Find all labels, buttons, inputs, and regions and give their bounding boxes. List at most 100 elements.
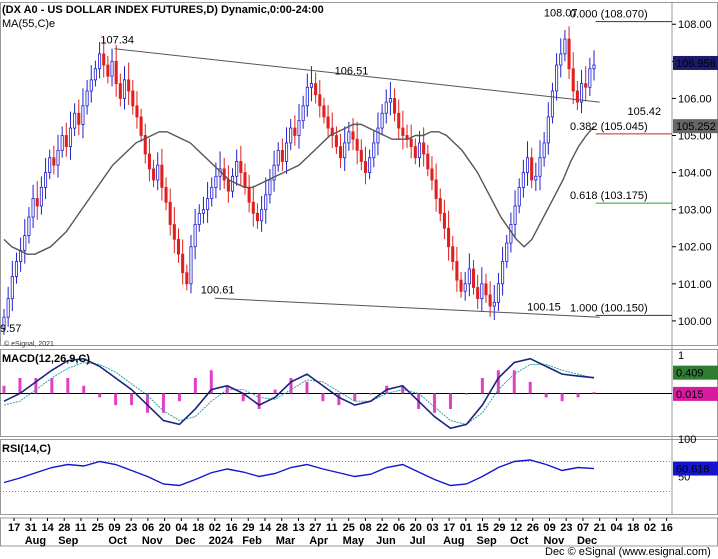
candle[interactable] xyxy=(480,283,484,300)
candle[interactable] xyxy=(214,175,218,188)
candle[interactable] xyxy=(27,216,31,237)
candle[interactable] xyxy=(376,127,380,144)
candle[interactable] xyxy=(326,116,330,129)
candle[interactable] xyxy=(505,242,509,262)
candle[interactable] xyxy=(289,127,293,144)
trend-line[interactable] xyxy=(214,297,600,318)
candle[interactable] xyxy=(538,157,542,177)
candle[interactable] xyxy=(592,64,596,70)
candle[interactable] xyxy=(492,301,496,307)
candle[interactable] xyxy=(14,261,18,277)
candle[interactable] xyxy=(114,60,118,84)
candle[interactable] xyxy=(567,38,571,70)
candle[interactable] xyxy=(172,224,176,240)
candle[interactable] xyxy=(471,268,476,288)
candle[interactable] xyxy=(206,198,210,211)
candle[interactable] xyxy=(118,83,122,99)
candle[interactable] xyxy=(397,112,401,129)
candle[interactable] xyxy=(363,161,368,173)
candle[interactable] xyxy=(451,246,455,262)
candle[interactable] xyxy=(255,212,259,222)
candle[interactable] xyxy=(484,283,488,296)
candle[interactable] xyxy=(160,164,164,188)
candle[interactable] xyxy=(343,142,347,159)
candle[interactable] xyxy=(393,98,397,114)
candle[interactable] xyxy=(285,142,289,162)
macd-panel[interactable] xyxy=(0,357,672,430)
candle[interactable] xyxy=(106,64,110,77)
candle[interactable] xyxy=(272,164,276,181)
candle[interactable] xyxy=(355,138,359,151)
candle[interactable] xyxy=(68,127,73,148)
candle[interactable] xyxy=(56,149,60,166)
candle[interactable] xyxy=(48,157,52,173)
candle[interactable] xyxy=(384,101,388,114)
candle[interactable] xyxy=(301,105,305,122)
candle[interactable] xyxy=(81,105,85,125)
candle[interactable] xyxy=(102,53,106,66)
candle[interactable] xyxy=(401,127,405,136)
candle[interactable] xyxy=(73,112,77,129)
candle[interactable] xyxy=(85,90,89,107)
candle[interactable] xyxy=(463,283,467,292)
candle[interactable] xyxy=(193,224,197,248)
candle[interactable] xyxy=(139,116,143,136)
candle[interactable] xyxy=(334,135,338,148)
candle[interactable] xyxy=(563,38,567,55)
candle[interactable] xyxy=(127,79,131,92)
candle[interactable] xyxy=(31,198,35,218)
candle[interactable] xyxy=(309,83,313,88)
candle[interactable] xyxy=(93,68,97,81)
candle[interactable] xyxy=(77,112,81,125)
candle[interactable] xyxy=(98,53,102,70)
candle[interactable] xyxy=(293,127,297,136)
candle[interactable] xyxy=(89,79,93,92)
candle[interactable] xyxy=(64,135,68,148)
candle[interactable] xyxy=(247,187,251,203)
candle[interactable] xyxy=(280,149,284,162)
candle[interactable] xyxy=(368,157,372,173)
candle[interactable] xyxy=(143,135,147,155)
candle[interactable] xyxy=(413,146,417,159)
candle[interactable] xyxy=(525,157,530,173)
rsi-panel[interactable] xyxy=(0,459,672,492)
candle[interactable] xyxy=(534,175,538,181)
candle[interactable] xyxy=(496,283,500,303)
candle[interactable] xyxy=(305,86,309,107)
candle[interactable] xyxy=(239,161,243,173)
candle[interactable] xyxy=(580,83,584,103)
candle[interactable] xyxy=(243,172,247,188)
candle[interactable] xyxy=(417,142,422,159)
candle[interactable] xyxy=(542,142,546,159)
candle[interactable] xyxy=(380,112,384,129)
candle[interactable] xyxy=(409,138,413,148)
candle[interactable] xyxy=(459,279,463,292)
candle[interactable] xyxy=(39,187,43,207)
candle[interactable] xyxy=(210,187,214,199)
candle[interactable] xyxy=(44,172,48,188)
candle[interactable] xyxy=(251,201,255,214)
candle[interactable] xyxy=(197,212,201,225)
candle[interactable] xyxy=(555,64,559,92)
candle[interactable] xyxy=(546,116,550,144)
candle[interactable] xyxy=(588,68,592,88)
candle[interactable] xyxy=(438,198,442,214)
candle[interactable] xyxy=(276,149,280,166)
candle[interactable] xyxy=(330,127,334,136)
candle[interactable] xyxy=(156,164,160,181)
candle[interactable] xyxy=(530,157,534,181)
candle[interactable] xyxy=(131,90,135,107)
candle[interactable] xyxy=(467,268,471,285)
candle[interactable] xyxy=(135,105,139,118)
price-panel[interactable]: 0.000 (108.070) 0.382 (105.045) 0.618 (103… xyxy=(0,8,672,335)
candle[interactable] xyxy=(447,227,451,248)
candle[interactable] xyxy=(584,83,588,88)
candle[interactable] xyxy=(359,149,363,162)
candle[interactable] xyxy=(488,294,492,307)
candle[interactable] xyxy=(235,161,239,177)
candle[interactable] xyxy=(314,83,318,96)
candle[interactable] xyxy=(164,187,168,203)
candle[interactable] xyxy=(575,90,579,103)
candle[interactable] xyxy=(426,153,430,170)
candle[interactable] xyxy=(434,179,438,199)
